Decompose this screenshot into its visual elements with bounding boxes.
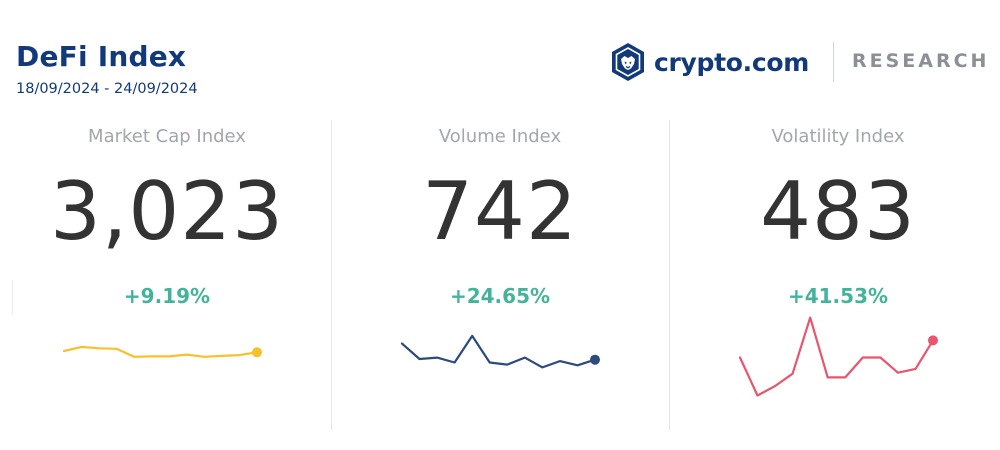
market-cap-sparkline xyxy=(62,345,262,358)
volume-index-title: Volume Index xyxy=(438,126,562,147)
volatility-index-title: Volatility Index xyxy=(771,126,905,147)
market-cap-index-card: Market Cap Index 3,023 +9.19% xyxy=(12,120,322,420)
volatility-sparkline xyxy=(738,316,938,397)
volatility-index-card: Volatility Index 483 +41.53% xyxy=(683,120,993,420)
crypto-com-lion-shield-icon xyxy=(612,43,644,81)
date-range: 18/09/2024 - 24/09/2024 xyxy=(16,81,198,97)
brand-name: crypto.com xyxy=(654,47,810,77)
brand-divider xyxy=(833,42,834,82)
sparkline-series-line xyxy=(62,345,259,358)
column-divider-2 xyxy=(669,120,670,430)
market-cap-index-value: 3,023 xyxy=(49,165,285,258)
left-edge-divider xyxy=(12,280,13,314)
brand-section-label: RESEARCH xyxy=(852,50,990,72)
volatility-index-change: +41.53% xyxy=(787,284,889,308)
sparkline-last-point xyxy=(590,354,600,365)
volume-index-card: Volume Index 742 +24.65% xyxy=(345,120,655,420)
page-title: DeFi Index xyxy=(16,40,187,73)
sparkline-last-point xyxy=(252,347,262,358)
brand-logo-group[interactable]: crypto.com xyxy=(610,42,809,82)
volatility-index-value: 483 xyxy=(760,165,916,258)
market-cap-index-change: +9.19% xyxy=(123,284,211,308)
market-cap-index-title: Market Cap Index xyxy=(88,126,246,147)
sparkline-series-line xyxy=(738,316,935,397)
column-divider-1 xyxy=(331,120,332,430)
sparkline-series-line xyxy=(400,334,597,369)
volume-index-change: +24.65% xyxy=(449,284,551,308)
volume-sparkline xyxy=(400,334,600,369)
sparkline-last-point xyxy=(928,335,938,346)
volume-index-value: 742 xyxy=(422,165,578,258)
